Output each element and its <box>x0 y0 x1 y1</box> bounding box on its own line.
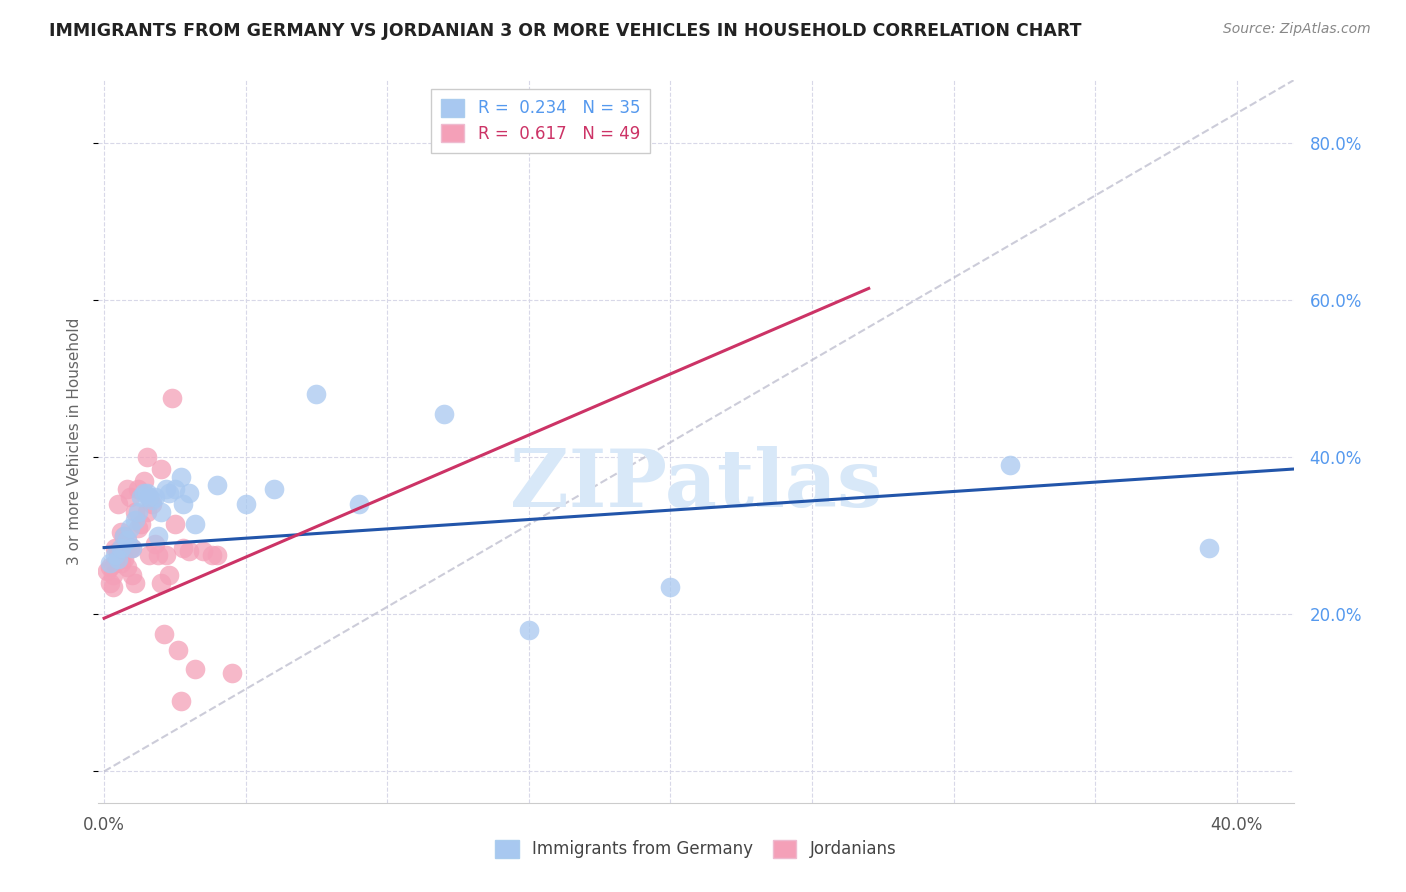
Point <box>221 666 243 681</box>
Point <box>121 568 143 582</box>
Point <box>172 541 194 555</box>
Point <box>132 485 155 500</box>
Point <box>172 497 194 511</box>
Point <box>135 450 157 465</box>
Point <box>138 549 160 563</box>
Point <box>104 556 127 570</box>
Point <box>149 462 172 476</box>
Point <box>98 556 121 570</box>
Point <box>107 552 129 566</box>
Point <box>149 505 172 519</box>
Point <box>155 549 177 563</box>
Point <box>207 477 229 491</box>
Point <box>155 482 177 496</box>
Point <box>143 536 166 550</box>
Point <box>127 482 149 496</box>
Point <box>163 516 186 531</box>
Point <box>347 497 370 511</box>
Point <box>517 623 540 637</box>
Point <box>115 533 138 547</box>
Point <box>263 482 285 496</box>
Point <box>132 474 155 488</box>
Text: ZIPatlas: ZIPatlas <box>510 446 882 524</box>
Point <box>163 482 186 496</box>
Point <box>124 513 146 527</box>
Point <box>177 485 200 500</box>
Point <box>110 541 132 555</box>
Point <box>146 549 169 563</box>
Point <box>101 568 124 582</box>
Point <box>169 694 191 708</box>
Point <box>193 544 215 558</box>
Point <box>659 580 682 594</box>
Point <box>121 541 143 555</box>
Point <box>118 521 141 535</box>
Point <box>115 533 138 547</box>
Point <box>96 564 118 578</box>
Point <box>433 407 456 421</box>
Point <box>104 549 127 563</box>
Point <box>129 516 152 531</box>
Point <box>107 544 129 558</box>
Point <box>127 521 149 535</box>
Point <box>107 497 129 511</box>
Point <box>183 516 205 531</box>
Point <box>169 470 191 484</box>
Point <box>135 485 157 500</box>
Y-axis label: 3 or more Vehicles in Household: 3 or more Vehicles in Household <box>67 318 83 566</box>
Point <box>141 493 163 508</box>
Point <box>1000 458 1022 472</box>
Point <box>143 490 166 504</box>
Point <box>138 490 160 504</box>
Point <box>235 497 257 511</box>
Point <box>112 529 135 543</box>
Point <box>183 662 205 676</box>
Point <box>127 505 149 519</box>
Point <box>129 490 152 504</box>
Point <box>201 549 224 563</box>
Point <box>115 560 138 574</box>
Point <box>177 544 200 558</box>
Point <box>157 568 180 582</box>
Point <box>118 541 141 555</box>
Point <box>166 642 188 657</box>
Point <box>98 575 121 590</box>
Point <box>118 490 141 504</box>
Text: Source: ZipAtlas.com: Source: ZipAtlas.com <box>1223 22 1371 37</box>
Point <box>1198 541 1220 555</box>
Legend: Immigrants from Germany, Jordanians: Immigrants from Germany, Jordanians <box>486 831 905 867</box>
Point <box>124 505 146 519</box>
Point <box>146 529 169 543</box>
Point <box>98 560 121 574</box>
Point <box>135 505 157 519</box>
Point <box>305 387 328 401</box>
Point <box>152 627 174 641</box>
Point <box>110 524 132 539</box>
Point <box>124 575 146 590</box>
Point <box>141 497 163 511</box>
Point <box>160 392 183 406</box>
Point <box>138 490 160 504</box>
Text: IMMIGRANTS FROM GERMANY VS JORDANIAN 3 OR MORE VEHICLES IN HOUSEHOLD CORRELATION: IMMIGRANTS FROM GERMANY VS JORDANIAN 3 O… <box>49 22 1081 40</box>
Point <box>101 580 124 594</box>
Point <box>157 485 180 500</box>
Point <box>121 541 143 555</box>
Point <box>112 529 135 543</box>
Point <box>104 541 127 555</box>
Point <box>207 549 229 563</box>
Point <box>110 556 132 570</box>
Point <box>115 482 138 496</box>
Point <box>112 552 135 566</box>
Point <box>149 575 172 590</box>
